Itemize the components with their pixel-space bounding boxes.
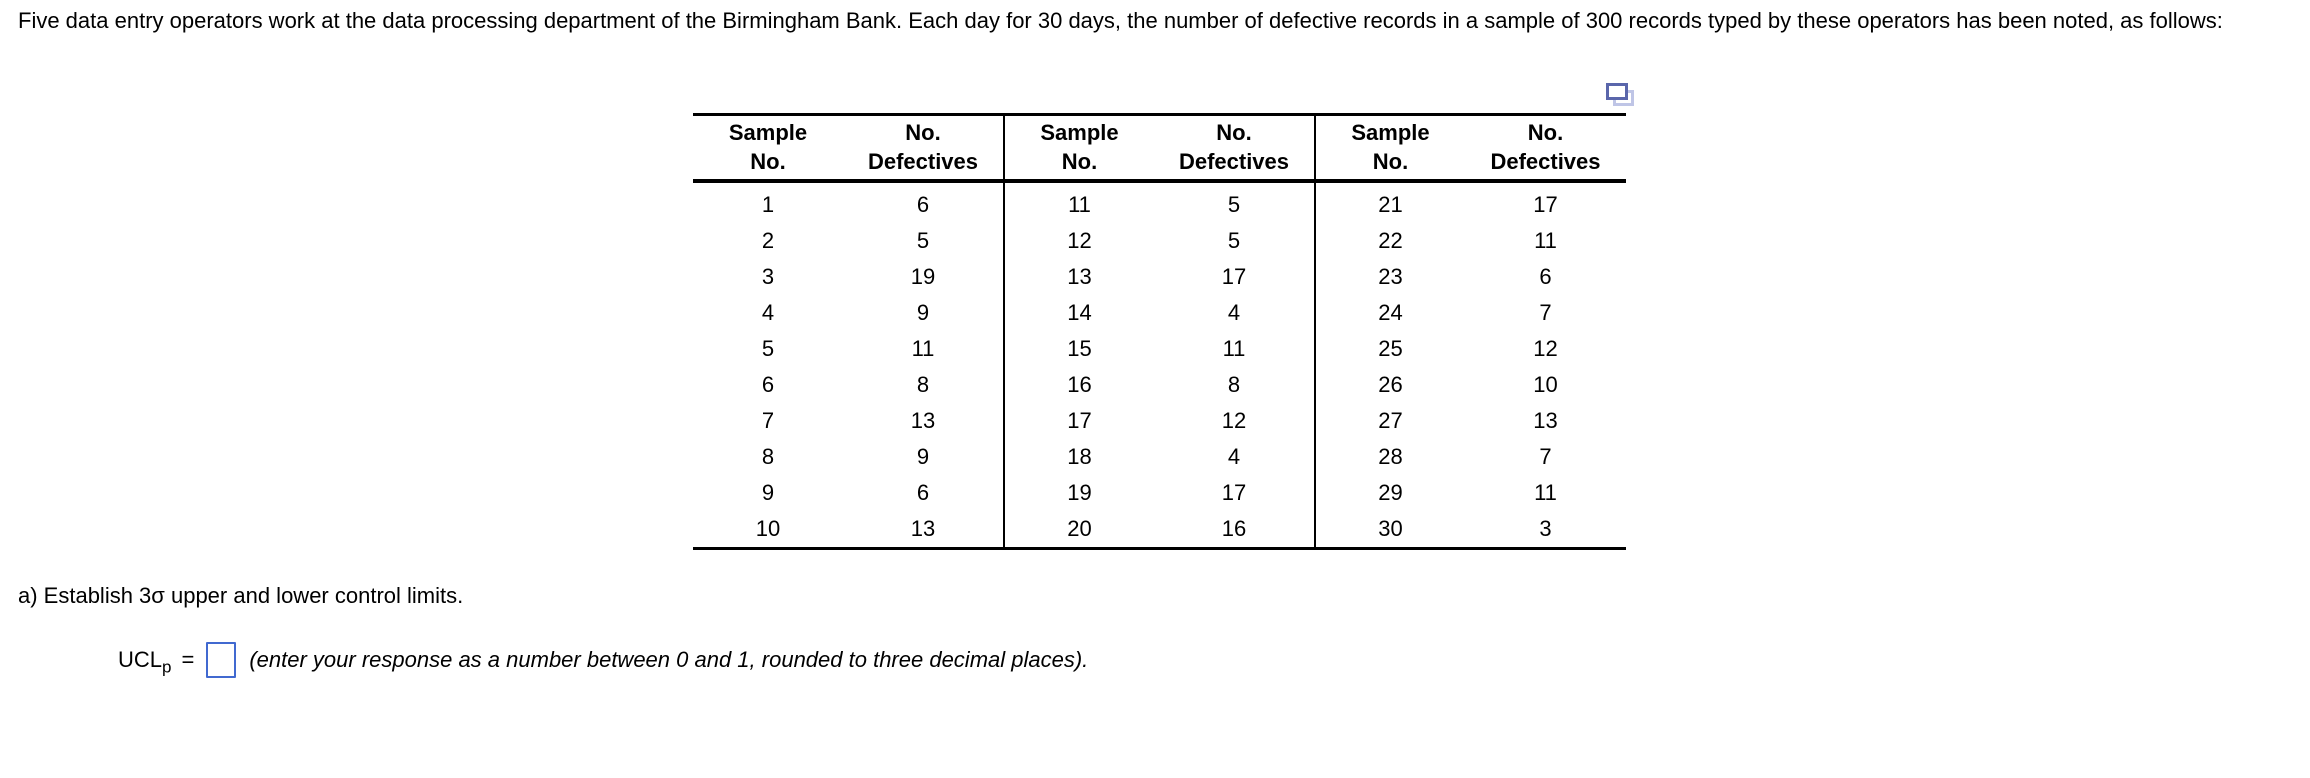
sample-no-cell: 20 — [1003, 511, 1154, 549]
defectives-cell: 9 — [916, 444, 930, 469]
sample-no-cell: 4 — [761, 300, 775, 325]
problem-statement: Five data entry operators work at the da… — [18, 8, 2223, 33]
duplicate-window-icon[interactable] — [1606, 83, 1640, 111]
table-row: 6 8 16 8 26 10 — [693, 367, 1626, 403]
sample-no-cell: 17 — [1003, 403, 1154, 439]
defectives-cell: 6 — [916, 480, 930, 505]
defectives-cell: 13 — [910, 408, 936, 433]
sample-no-cell: 25 — [1314, 331, 1465, 367]
sample-no-cell: 28 — [1314, 439, 1465, 475]
defectives-cell: 17 — [1221, 480, 1247, 505]
table-row: 3 19 13 17 23 6 — [693, 259, 1626, 295]
sample-no-cell: 15 — [1003, 331, 1154, 367]
sample-no-cell: 19 — [1003, 475, 1154, 511]
defectives-cell: 7 — [1539, 444, 1552, 469]
defectives-cell: 12 — [1533, 336, 1558, 361]
defectives-table-container: Sample No. No. Defectives Sample No. No. Def… — [693, 113, 1626, 550]
defectives-cell: 17 — [1221, 264, 1247, 289]
sample-no-cell: 8 — [761, 444, 775, 469]
sample-no-cell: 10 — [755, 516, 781, 541]
sample-no-cell: 12 — [1003, 223, 1154, 259]
sample-no-cell: 29 — [1314, 475, 1465, 511]
defectives-cell: 6 — [916, 192, 930, 217]
defectives-table: Sample No. No. Defectives Sample No. No. Def… — [693, 113, 1626, 550]
table-row: 1 6 11 5 21 17 — [693, 181, 1626, 223]
sample-no-cell: 5 — [761, 336, 775, 361]
defectives-cell: 5 — [1227, 192, 1241, 217]
defectives-cell: 8 — [1227, 372, 1241, 397]
col-header-no-defectives: No. Defectives — [1154, 114, 1315, 183]
ucl-label-base: UCL — [118, 647, 163, 672]
part-a-prompt: a) Establish 3σ upper and lower control … — [18, 583, 464, 608]
sample-no-cell: 27 — [1314, 403, 1465, 439]
sample-no-cell: 26 — [1314, 367, 1465, 403]
defectives-cell: 11 — [1534, 228, 1557, 253]
defectives-cell: 13 — [1533, 408, 1558, 433]
sample-no-cell: 21 — [1314, 181, 1465, 223]
sample-no-cell: 18 — [1003, 439, 1154, 475]
defectives-cell: 16 — [1221, 516, 1247, 541]
defectives-cell: 4 — [1227, 444, 1241, 469]
defectives-cell: 6 — [1539, 264, 1552, 289]
sample-no-cell: 6 — [761, 372, 775, 397]
table-row: 2 5 12 5 22 11 — [693, 223, 1626, 259]
defectives-cell: 3 — [1539, 516, 1552, 541]
defectives-cell: 4 — [1227, 300, 1241, 325]
col-header-sample-no: Sample No. — [1003, 114, 1154, 183]
defectives-cell: 17 — [1533, 192, 1558, 217]
sample-no-cell: 16 — [1003, 367, 1154, 403]
sample-no-cell: 13 — [1003, 259, 1154, 295]
ucl-answer-input[interactable] — [206, 642, 237, 678]
table-header-row: Sample No. No. Defectives Sample No. No. Def… — [693, 114, 1626, 183]
table-row: 4 9 14 4 24 7 — [693, 295, 1626, 331]
sample-no-cell: 24 — [1314, 295, 1465, 331]
table-row: 9 6 19 17 29 11 — [693, 475, 1626, 511]
sample-no-cell: 23 — [1314, 259, 1465, 295]
sample-no-cell: 9 — [761, 480, 775, 505]
ucl-label-subscript: p — [162, 657, 172, 677]
ucl-p-label: UCLp — [118, 647, 172, 677]
table-row: 10 13 20 16 30 3 — [693, 511, 1626, 549]
sample-no-cell: 1 — [761, 192, 775, 217]
defectives-cell: 13 — [910, 516, 936, 541]
sample-no-cell: 30 — [1314, 511, 1465, 549]
defectives-cell: 9 — [916, 300, 930, 325]
defectives-cell: 10 — [1533, 372, 1558, 397]
defectives-cell: 8 — [916, 372, 930, 397]
defectives-cell: 19 — [910, 264, 936, 289]
table-row: 8 9 18 4 28 7 — [693, 439, 1626, 475]
defectives-cell: 5 — [916, 228, 930, 253]
table-row: 7 13 17 12 27 13 — [693, 403, 1626, 439]
col-header-no-defectives: No. Defectives — [843, 114, 1004, 183]
answer-row: UCLp = (enter your response as a number … — [118, 638, 1088, 682]
defectives-cell: 5 — [1227, 228, 1241, 253]
sample-no-cell: 14 — [1003, 295, 1154, 331]
sample-no-cell: 22 — [1314, 223, 1465, 259]
sample-no-cell: 3 — [761, 264, 775, 289]
sample-no-cell: 2 — [761, 228, 775, 253]
sample-no-cell: 7 — [761, 408, 775, 433]
table-row: 5 11 15 11 25 12 — [693, 331, 1626, 367]
defectives-cell: 11 — [1222, 336, 1246, 361]
defectives-cell: 11 — [1534, 480, 1557, 505]
col-header-sample-no: Sample No. — [1314, 114, 1465, 183]
col-header-no-defectives: No. Defectives — [1465, 114, 1626, 183]
duplicate-window-icon-front — [1606, 83, 1628, 100]
answer-instruction: (enter your response as a number between… — [249, 647, 1089, 672]
equals-sign: = — [181, 647, 195, 672]
defectives-cell: 12 — [1221, 408, 1247, 433]
sample-no-cell: 11 — [1003, 181, 1154, 223]
col-header-sample-no: Sample No. — [693, 114, 843, 183]
defectives-cell: 7 — [1539, 300, 1552, 325]
defectives-cell: 11 — [911, 336, 935, 361]
